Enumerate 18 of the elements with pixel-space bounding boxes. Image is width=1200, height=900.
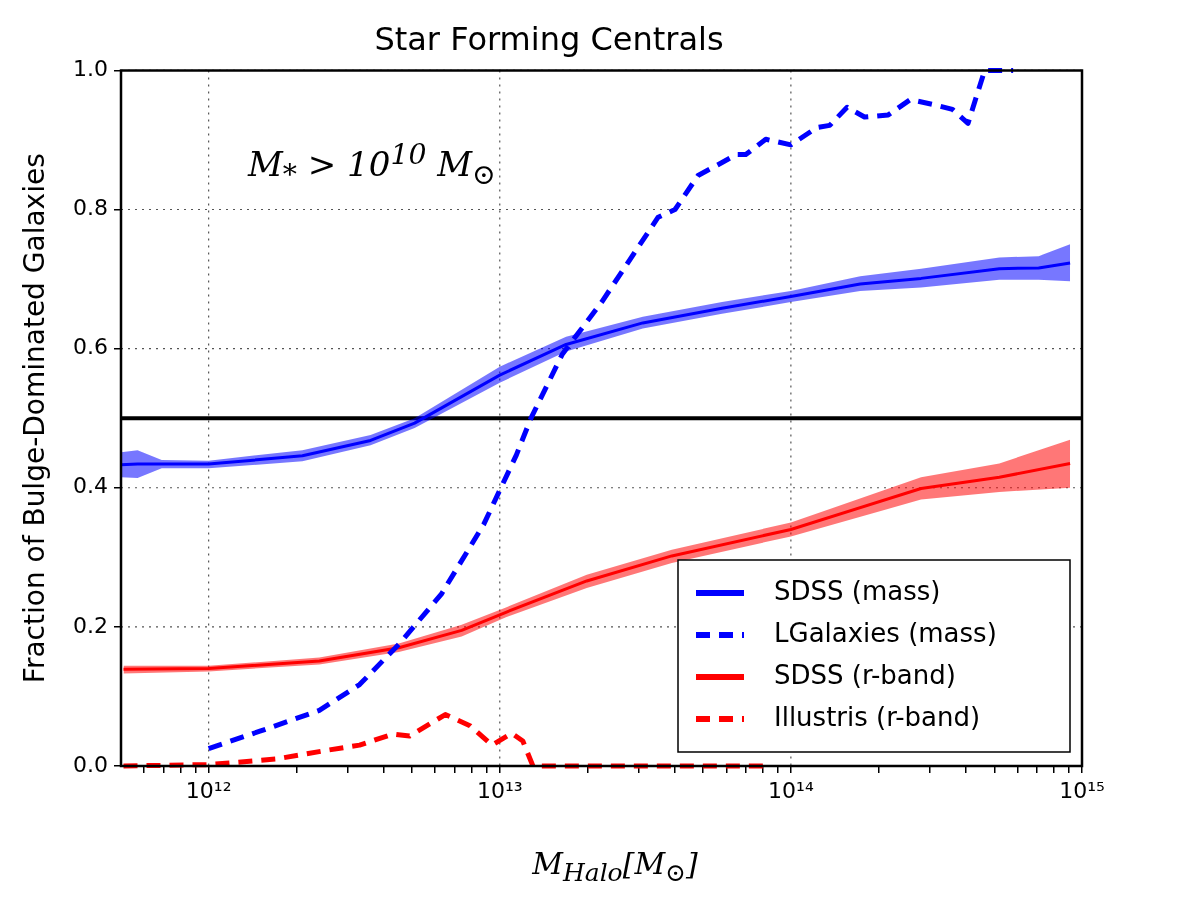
y-axis-title: Fraction of Bulge-Dominated Galaxies (18, 153, 52, 684)
legend-label: Illustris (r-band) (774, 701, 981, 732)
y-tick-label: 1.0 (73, 56, 108, 82)
y-tick-label: 0.6 (73, 334, 108, 360)
x-tick-label: 10¹⁴ (768, 777, 814, 803)
y-tick-label: 0.0 (73, 751, 108, 777)
x-tick-label: 10¹² (185, 777, 232, 803)
x-tick-label: 10¹³ (476, 777, 523, 803)
legend-label: SDSS (r-band) (774, 659, 956, 690)
y-tick-label: 0.2 (73, 612, 108, 638)
x-axis-title: M$_{Halo}$[M$_{⊙}$] (531, 846, 699, 887)
y-tick-label: 0.4 (73, 473, 108, 499)
y-tick-label: 0.8 (73, 195, 108, 221)
legend-label: LGalaxies (mass) (774, 617, 997, 648)
legend-label: SDSS (mass) (774, 575, 941, 606)
annotation: M$_{*}$ > 10$^{10}$ M$_{⊙}$ (248, 138, 496, 192)
chart-title: Star Forming Centrals (374, 19, 724, 58)
x-tick-label: 10¹⁵ (1059, 777, 1105, 803)
